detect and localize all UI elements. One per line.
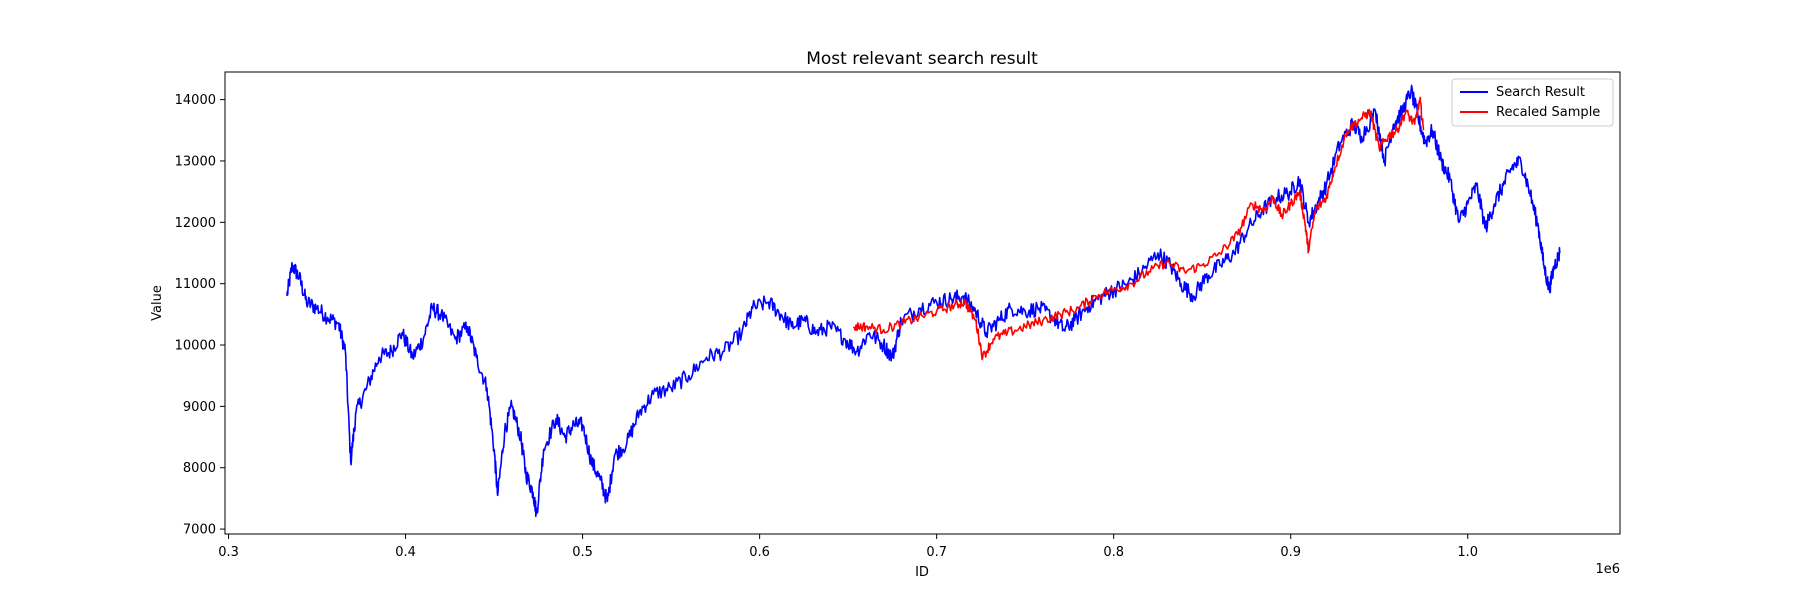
legend-label-search-result: Search Result	[1496, 85, 1585, 100]
y-tick-label: 9000	[183, 400, 216, 415]
series-line-search-result	[286, 84, 1561, 518]
y-tick-label: 8000	[183, 461, 216, 476]
y-axis: 7000 8000 9000 10000 11000 12000 13000 14000	[175, 93, 225, 538]
x-axis-offset-label: 1e6	[1595, 562, 1620, 577]
legend-box	[1451, 78, 1614, 127]
y-tick-label: 7000	[183, 523, 216, 538]
x-tick-label: 0.7	[926, 545, 947, 560]
x-tick-label: 0.4	[395, 545, 416, 560]
legend: Search Result Recaled Sample	[1451, 78, 1614, 127]
x-tick-label: 0.9	[1280, 545, 1301, 560]
x-tick-label: 0.6	[749, 545, 770, 560]
y-axis-label: Value	[150, 285, 165, 321]
x-tick-label: 0.8	[1103, 545, 1124, 560]
y-tick-label: 11000	[175, 277, 216, 292]
legend-label-recaled-sample: Recaled Sample	[1496, 105, 1600, 120]
series-line-recaled-sample	[852, 96, 1425, 361]
y-tick-label: 10000	[175, 339, 216, 354]
chart-title: Most relevant search result	[806, 49, 1038, 69]
y-tick-label: 12000	[175, 216, 216, 231]
x-axis: 0.3 0.4 0.5 0.6 0.7 0.8 0.9 1.0	[218, 534, 1478, 560]
plot-frame	[224, 71, 1621, 535]
y-tick-label: 14000	[175, 93, 216, 108]
x-tick-label: 0.5	[572, 545, 593, 560]
x-tick-label: 0.3	[218, 545, 239, 560]
y-tick-label: 13000	[175, 154, 216, 169]
x-axis-label: ID	[915, 565, 929, 580]
x-tick-label: 1.0	[1457, 545, 1478, 560]
